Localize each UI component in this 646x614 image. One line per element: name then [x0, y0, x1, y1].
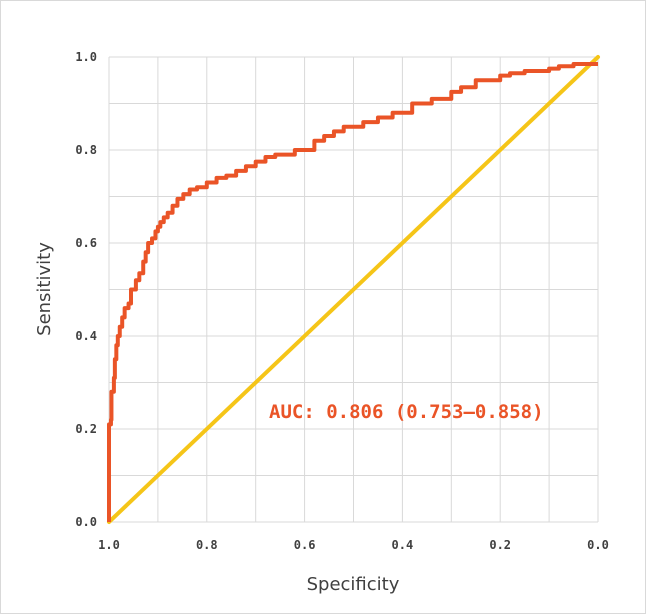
x-tick-label: 1.0: [98, 538, 120, 552]
roc-curve: [107, 61, 598, 522]
reference-line: [107, 55, 600, 524]
y-axis-title: Sensitivity: [34, 242, 55, 336]
y-tick-labels: 0.0 0.2 0.4 0.6 0.8 1.0: [75, 50, 97, 529]
y-tick-label: 0.4: [75, 329, 97, 343]
y-tick-label: 0.6: [75, 236, 97, 250]
y-tick-label: 0.0: [75, 515, 97, 529]
x-tick-label: 0.4: [392, 538, 414, 552]
series-group: [107, 55, 600, 524]
auc-annotation: AUC: 0.806 (0.753–0.858): [269, 401, 544, 423]
x-tick-label: 0.6: [294, 538, 316, 552]
y-tick-label: 0.2: [75, 422, 97, 436]
x-tick-label: 0.2: [489, 538, 511, 552]
x-tick-labels: 1.0 0.8 0.6 0.4 0.2 0.0: [98, 538, 609, 552]
x-tick-label: 0.0: [587, 538, 609, 552]
x-axis-title: Specificity: [307, 574, 400, 595]
y-tick-label: 1.0: [75, 50, 97, 64]
x-tick-label: 0.8: [196, 538, 218, 552]
y-tick-label: 0.8: [75, 143, 97, 157]
